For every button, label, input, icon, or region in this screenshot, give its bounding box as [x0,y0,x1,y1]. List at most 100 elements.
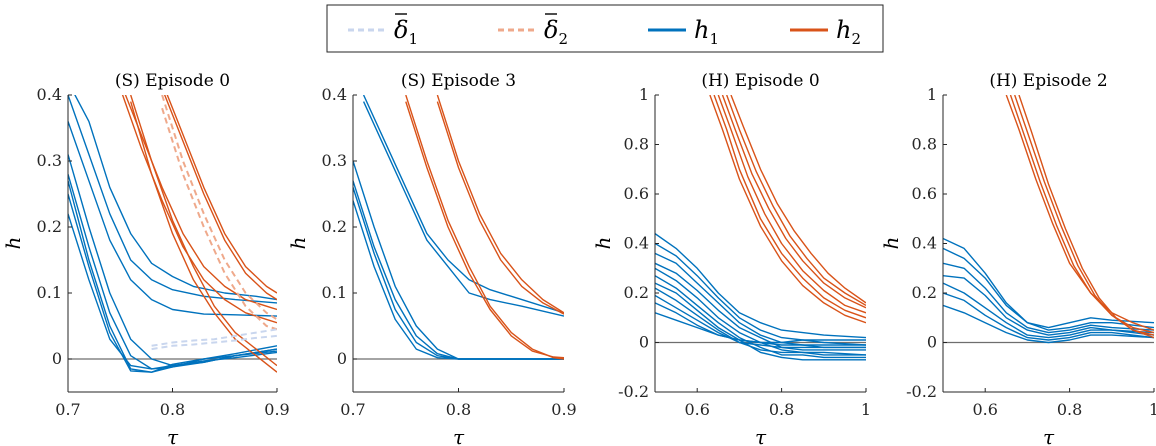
series-h2-line-8 [436,95,564,314]
series-h2-line-14 [721,95,866,309]
series-h1-line-2 [68,121,277,317]
series-h1-line-0 [362,95,564,314]
y-tick-label: 0.6 [624,184,649,203]
x-tick-label: 0.7 [340,400,365,419]
series-group [353,95,564,360]
series-h2-line-12 [166,95,277,294]
series-h2-line-9 [436,101,564,315]
series-h1-line-6 [68,193,277,373]
y-tick-label: 0.2 [912,283,937,302]
series-h2-line-10 [130,95,277,367]
y-tick-label: -0.2 [906,382,937,401]
series-h2-line-7 [405,101,564,359]
x-tick-label: 0.9 [264,400,289,419]
x-axis-label: τ [755,425,767,446]
y-tick-label: 0.2 [37,217,62,236]
y-tick-label: 0 [927,333,937,352]
y-tick-label: 0 [639,333,649,352]
x-tick-label: 0.8 [446,400,471,419]
chart-title: (H) Episode 2 [989,71,1107,91]
series-h1-line-6 [943,304,1154,344]
legend-label-delta2: δ2 [544,16,568,48]
x-axis-label: τ [1043,425,1055,446]
x-axis-label: τ [167,425,179,446]
legend-label-delta1: δ1 [394,16,418,48]
series-h1-line-5 [655,275,866,359]
y-tick-label: 0.1 [37,283,62,302]
series-h2-line-7 [1005,95,1154,331]
y-axis-label: h [286,237,310,250]
chart-title: (H) Episode 0 [701,71,819,91]
y-axis-label: h [591,237,615,250]
series-h1-line-10 [655,312,866,346]
series-h2-line-13 [717,95,866,314]
x-tick-label: 0.9 [551,400,576,419]
series-delta2-line-15 [161,107,277,331]
series-h1-line-8 [655,294,866,349]
y-tick-label: 1 [927,85,937,104]
x-tick-label: 0.8 [769,400,794,419]
y-tick-label: 0.6 [912,184,937,203]
x-tick-label: 0.7 [55,400,80,419]
series-h1-line-1 [943,247,1154,331]
series-h1-line-3 [655,262,866,351]
series-h1-line-1 [362,101,564,317]
series-h1-line-6 [655,282,866,361]
series-h1-line-0 [74,95,277,301]
chart-title: (S) Episode 3 [401,71,516,91]
x-tick-label: 0.8 [160,400,185,419]
series-delta1-line-16 [151,328,277,347]
x-tick-label: 0.6 [972,400,997,419]
y-tick-label: 0 [52,349,62,368]
y-tick-label: 0.8 [912,135,937,154]
x-tick-label: 0.6 [684,400,709,419]
series-h1-line-0 [943,237,1154,329]
series-h1-line-5 [353,200,564,360]
series-delta1-line-17 [151,334,277,351]
series-h1-line-4 [943,282,1154,339]
series-h1-line-2 [655,252,866,349]
series-h1-line-1 [68,95,277,304]
y-tick-label: 0.4 [624,234,649,253]
y-tick-label: 0 [337,349,347,368]
series-h1-line-1 [655,242,866,346]
chart-panel-1: 0 0.1 0.2 0.3 0.4 0.7 0.8 0.9 (S) Episode 0 τ h [1,71,290,446]
y-tick-label: 0.4 [37,85,62,104]
series-h1-line-0 [655,233,866,339]
y-tick-label: 0.4 [912,234,937,253]
chart-panel-2: 0 0.1 0.2 0.3 0.4 0.7 0.8 0.9 (S) Episode 3 τ h [286,71,577,446]
series-h1-line-3 [943,275,1154,336]
series-h2-line-9 [121,95,277,324]
series-h2-line-9 [1014,95,1154,336]
y-tick-label: 0.2 [624,283,649,302]
series-h2-line-16 [730,95,866,304]
legend-label-h2: h2 [836,16,861,48]
y-tick-label: 0.1 [322,283,347,302]
series-group [68,95,277,373]
series-h1-line-2 [353,160,564,360]
y-tick-label: 0.3 [37,151,62,170]
series-h2-line-6 [405,95,564,360]
series-group [655,95,866,361]
chart-panels: 0 0.1 0.2 0.3 0.4 0.7 0.8 0.9 (S) Episode 0 τ h 0 0.… [1,71,1156,446]
y-tick-label: 0.4 [322,85,347,104]
series-delta2-line-14 [161,95,277,321]
y-axis-label: h [879,237,903,250]
y-axis-label: h [1,237,25,250]
y-tick-label: 1 [639,85,649,104]
y-tick-label: -0.2 [618,382,649,401]
chart-panel-3: -0.2 0 0.2 0.4 0.6 0.8 1 0.6 0.8 1 (H) Episode 0 τ h [591,71,871,446]
series-h2-line-11 [130,101,277,373]
series-h1-line-2 [943,262,1154,334]
series-h1-line-7 [68,213,277,370]
series-h2-line-8 [1009,95,1154,334]
series-h2-line-11 [709,95,866,324]
x-tick-label: 1 [1149,400,1156,419]
series-h1-line-4 [655,267,866,356]
series-h2-line-13 [163,95,277,301]
chart-panel-4: -0.2 0 0.2 0.4 0.6 0.8 1 0.6 0.8 1 (H) Episode 2 τ h [879,71,1156,446]
series-h1-line-5 [943,292,1154,341]
series-h2-line-12 [713,95,866,319]
y-tick-label: 0.2 [322,217,347,236]
